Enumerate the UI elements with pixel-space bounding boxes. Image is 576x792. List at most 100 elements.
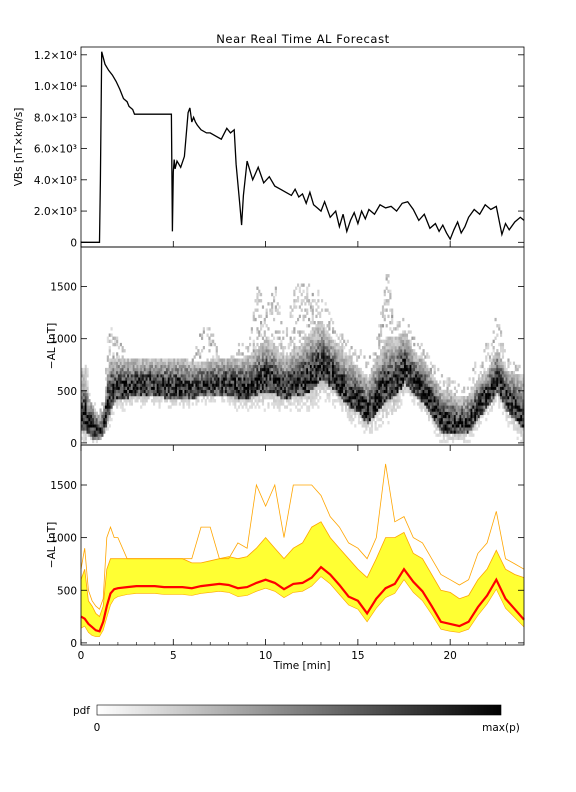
heatmap-cell [237, 352, 241, 356]
heatmap-cell [219, 367, 222, 372]
heatmap-cell [105, 377, 108, 381]
heatmap-cell [225, 383, 228, 387]
heatmap-cell [345, 364, 348, 369]
heatmap-cell [500, 380, 503, 384]
heatmap-cell [182, 361, 185, 365]
heatmap-cell [256, 299, 259, 303]
heatmap-cell [306, 311, 309, 315]
heatmap-cell [476, 392, 479, 397]
heatmap-cell [418, 402, 421, 406]
heatmap-cell [180, 392, 183, 397]
heatmap-cell [339, 399, 342, 403]
heatmap-cell [285, 352, 289, 356]
heatmap-cell [184, 361, 187, 365]
heatmap-cell [474, 396, 477, 400]
heatmap-cell [304, 396, 307, 400]
heatmap-cell [348, 349, 351, 353]
heatmap-cell [153, 361, 156, 365]
heatmap-cell [81, 427, 84, 431]
heatmap-cell [106, 336, 109, 340]
heatmap-cell [213, 399, 217, 403]
heatmap-cell [271, 377, 274, 381]
heatmap-cell [392, 377, 396, 381]
heatmap-cell [252, 364, 255, 369]
heatmap-cell [405, 361, 409, 365]
heatmap-cell [404, 389, 407, 394]
heatmap-cell [372, 399, 375, 403]
heatmap-cell [326, 374, 329, 378]
heatmap-cell [450, 421, 453, 425]
heatmap-cell [260, 349, 263, 353]
vbs-y-tick-label: 6.0×10³ [34, 144, 77, 156]
heatmap-cell [304, 314, 307, 319]
heatmap-cell [319, 380, 322, 384]
heatmap-cell [520, 408, 523, 412]
heatmap-cell [487, 377, 490, 381]
heatmap-cell [188, 380, 191, 384]
heatmap-cell [300, 371, 303, 375]
heatmap-cell [372, 371, 375, 375]
heatmap-cell [145, 389, 148, 394]
heatmap-cell [184, 374, 187, 378]
heatmap-cell [402, 392, 405, 397]
heatmap-cell [223, 377, 226, 381]
heatmap-cell [450, 417, 453, 422]
heatmap-cell [330, 336, 333, 340]
forecast-median-line [80, 565, 525, 633]
heatmap-cell [378, 383, 381, 387]
heatmap-cell [295, 364, 298, 369]
heatmap-cell [392, 408, 396, 412]
heatmap-cell [260, 324, 263, 328]
heatmap-cell [514, 414, 517, 419]
heatmap-cell [114, 396, 117, 400]
heatmap-cell [442, 417, 445, 422]
heatmap-cell [461, 396, 464, 400]
heatmap-cell [496, 380, 499, 384]
heatmap-cell [452, 411, 455, 416]
heatmap-cell [440, 392, 444, 397]
heatmap-cell [300, 380, 303, 384]
heatmap-cell [243, 355, 246, 359]
heatmap-cell [143, 361, 146, 365]
heatmap-cell [319, 339, 322, 344]
heatmap-cell [418, 358, 421, 362]
heatmap-cell [167, 392, 170, 397]
heatmap-cell [322, 349, 325, 353]
vbs-y-tick-label: 0 [70, 237, 77, 249]
heatmap-cell [289, 305, 292, 309]
heatmap-cell [348, 367, 351, 372]
heatmap-cell [411, 371, 414, 375]
heatmap-cell [249, 386, 252, 390]
heatmap-cell [492, 383, 495, 387]
heatmap-cell [311, 333, 314, 337]
heatmap-cell [241, 399, 244, 403]
heatmap-cell [311, 327, 314, 331]
heatmap-cell [167, 380, 170, 384]
heatmap-cell [164, 386, 167, 390]
heatmap-cell [518, 414, 521, 419]
heatmap-cell [518, 374, 521, 378]
heatmap-cell [404, 371, 407, 375]
heatmap-cell [516, 414, 519, 419]
heatmap-cell [429, 361, 433, 365]
heatmap-cell [191, 364, 194, 369]
heatmap-cell [252, 367, 255, 372]
heatmap-cell [274, 364, 277, 369]
heatmap-cell [81, 389, 84, 394]
heatmap-cell [503, 361, 506, 365]
heatmap-cell [459, 402, 462, 406]
heatmap-cell [112, 399, 115, 403]
heatmap-cell [317, 327, 320, 331]
heatmap-cell [302, 364, 305, 369]
heatmap-cell [335, 367, 338, 372]
heatmap-cell [498, 342, 501, 347]
heatmap-cell [483, 392, 486, 397]
heatmap-cell [483, 411, 486, 416]
heatmap-cell [164, 358, 167, 362]
heatmap-cell [208, 339, 211, 344]
heatmap-cell [380, 358, 383, 362]
heatmap-cell [245, 364, 248, 369]
heatmap-cell [400, 361, 403, 365]
heatmap-cell [339, 339, 342, 344]
heatmap-cell [186, 367, 189, 372]
